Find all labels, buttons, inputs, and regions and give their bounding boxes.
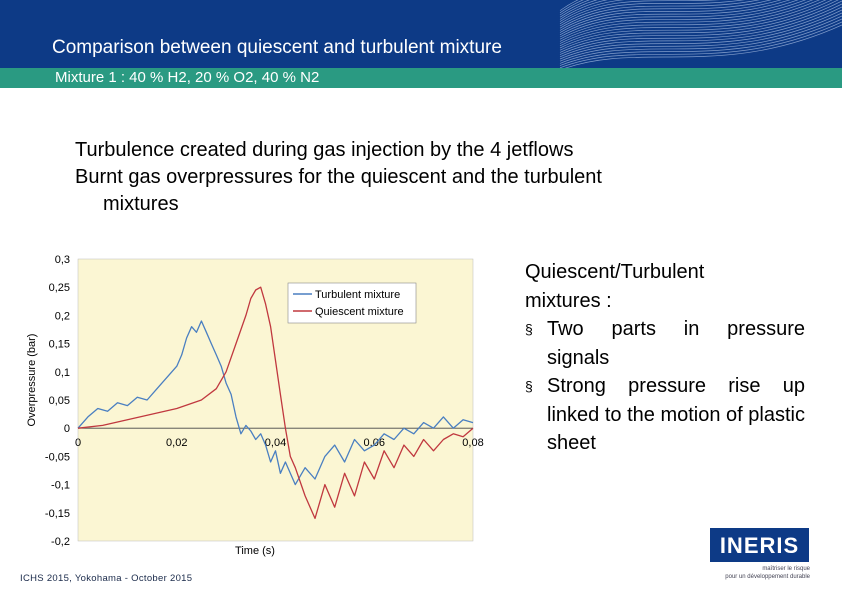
wave-line — [559, 0, 625, 22]
x-tick-label: 0,04 — [265, 437, 286, 449]
y-tick-label: 0,3 — [55, 254, 70, 266]
wave-line — [559, 0, 813, 42]
wave-line — [559, 15, 842, 64]
wave-line — [559, 0, 827, 47]
bullet-item: Turbulence created during gas injection … — [75, 139, 574, 161]
y-tick-label: 0 — [64, 423, 70, 435]
x-axis-label: Time (s) — [235, 545, 275, 557]
side-bullet-text: Two parts in pressure signals — [547, 318, 805, 369]
y-tick-label: 0,1 — [55, 367, 70, 379]
logo-tagline-line2: pour un développement durable — [725, 574, 810, 580]
subtitle-band: Mixture 1 : 40 % H2, 20 % O2, 40 % N2 — [0, 68, 842, 88]
logo-wordmark: INERIS — [719, 533, 800, 558]
wave-line — [559, 0, 799, 38]
logo-tagline: maîtriser le risque pour un développemen… — [715, 565, 810, 581]
mixture-label: Mixture 1 : 40 % H2, 20 % O2, 40 % N2 — [55, 69, 320, 86]
wave-line — [559, 0, 782, 33]
y-tick-label: -0,2 — [51, 536, 70, 548]
y-tick-label: -0,15 — [45, 508, 70, 520]
overpressure-chart: 0,3 0,25 0,2 0,15 0,1 0,05 0 -0,05 -0,1 -0,15 -0,2… — [26, 254, 484, 557]
wave-line — [559, 6, 842, 58]
wave-line — [559, 0, 579, 11]
footer-text: ICHS 2015, Yokohama - October 2015 — [20, 573, 193, 584]
wave-line — [559, 0, 842, 53]
side-bullet-text: Strong pressure rise up linked to the mo… — [547, 375, 805, 454]
x-tick-label: 0,02 — [166, 437, 187, 449]
side-notes: Quiescent/Turbulent mixtures : § Two par… — [525, 258, 805, 458]
y-tick-label: 0,05 — [49, 395, 70, 407]
header: Comparison between quiescent and turbule… — [0, 0, 842, 68]
square-bullet-icon: § — [525, 378, 533, 394]
bullet-item-continued: mixtures — [103, 193, 179, 215]
wave-line — [564, 24, 842, 68]
page-title: Comparison between quiescent and turbule… — [52, 37, 502, 58]
square-bullet-icon: § — [525, 321, 533, 337]
bullet-item: Burnt gas overpressures for the quiescen… — [75, 166, 602, 188]
wave-line — [559, 3, 842, 55]
wave-line — [559, 0, 791, 36]
side-bullet: § Two parts in pressure signals — [525, 315, 805, 372]
wave-line — [559, 0, 772, 31]
wave-line — [559, 0, 609, 20]
wave-line — [559, 0, 820, 44]
wave-line — [559, 0, 833, 49]
wave-line — [559, 12, 842, 62]
wave-line — [559, 21, 842, 68]
x-tick-label: 0,06 — [364, 437, 385, 449]
x-tick-label: 0 — [75, 437, 81, 449]
wave-line — [559, 0, 807, 40]
header-wave-graphic — [559, 0, 842, 68]
bullet-list: Turbulence created during gas injection … — [75, 137, 602, 218]
wave-line — [559, 0, 760, 29]
y-tick-label: -0,1 — [51, 480, 70, 492]
wave-line — [559, 0, 839, 51]
y-tick-label: 0,15 — [49, 339, 70, 351]
wave-line — [559, 0, 745, 27]
x-tick-label: 0,08 — [462, 437, 483, 449]
y-tick-label: -0,05 — [45, 451, 70, 463]
legend-box — [287, 282, 417, 324]
side-bullet: § Strong pressure rise up linked to the … — [525, 372, 805, 458]
logo-tagline-line1: maîtriser le risque — [762, 566, 810, 572]
legend-quiescent-label: Quiescent mixture — [315, 306, 404, 318]
wave-line — [559, 0, 720, 25]
wave-line — [559, 18, 842, 66]
y-tick-label: 0,25 — [49, 282, 70, 294]
quiescent-series-line — [77, 286, 474, 520]
y-axis-label: Overpressure (bar) — [26, 334, 38, 427]
side-intro-line1: Quiescent/Turbulent — [525, 261, 705, 283]
ineris-logo: INERIS — [710, 528, 809, 562]
legend-turbulent-label: Turbulent mixture — [315, 289, 400, 301]
wave-line — [559, 0, 598, 18]
wave-line — [559, 9, 842, 60]
side-intro-line2: mixtures : — [525, 289, 612, 312]
turbulent-series-line — [77, 320, 474, 486]
y-tick-label: 0,2 — [55, 310, 70, 322]
